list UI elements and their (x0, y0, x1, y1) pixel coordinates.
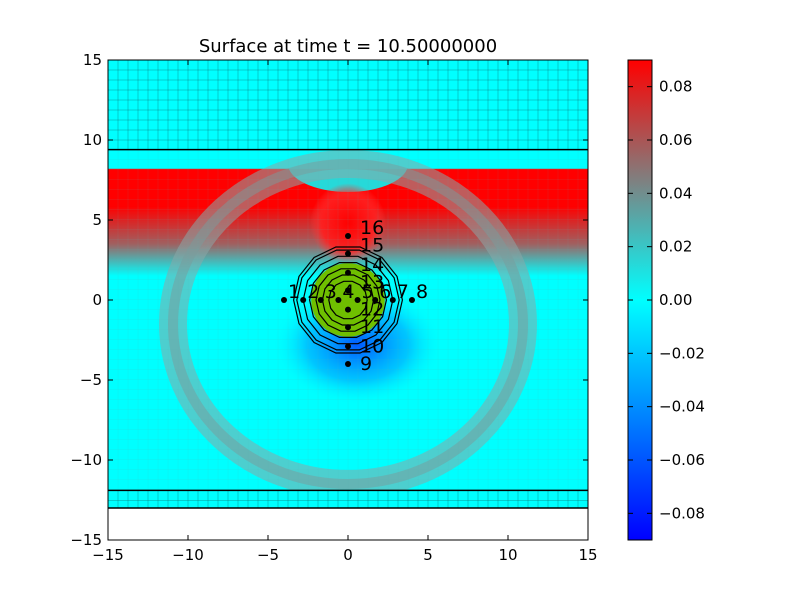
gauge-point (345, 287, 351, 294)
gauge-point (345, 343, 351, 350)
gauge-point (345, 269, 351, 276)
colorbar-tick-label: 0.08 (659, 78, 692, 96)
x-tick-label: −5 (257, 546, 279, 564)
gauge-point (317, 297, 324, 303)
gauge-label: 7 (397, 281, 409, 303)
contour-line (315, 268, 381, 332)
y-tick-label: 0 (92, 291, 102, 309)
gauge-point (389, 297, 396, 303)
gauge-label: 3 (325, 281, 337, 303)
colorbar-tick-label: 0.04 (659, 184, 692, 202)
empty-region (108, 508, 588, 540)
y-tick-label: −15 (70, 531, 102, 549)
gauge-point (345, 250, 351, 257)
gauge-label: 14 (360, 254, 384, 276)
contour-line (328, 280, 368, 320)
chart-title: Surface at time t = 10.50000000 (199, 36, 497, 57)
y-tick-label: 10 (83, 131, 102, 149)
contour-line (292, 246, 404, 354)
gauge-label: 1 (288, 281, 300, 303)
gauge-label: 11 (360, 316, 384, 338)
gauge-point (345, 361, 351, 367)
contour-line (308, 262, 388, 338)
colorbar-tick-label: 0.02 (659, 238, 692, 256)
gauge-label: 6 (379, 281, 391, 303)
contour-line (296, 249, 400, 351)
gauge-point (345, 233, 351, 239)
x-tick-label: 15 (578, 546, 597, 564)
gauge-point (335, 297, 342, 303)
contour-fill (311, 263, 385, 337)
gauge-label: 5 (362, 281, 374, 303)
gauge-label: 16 (360, 217, 384, 239)
x-tick-label: 10 (498, 546, 517, 564)
gauge-label: 10 (360, 335, 384, 357)
colorbar-tick-label: 0.06 (659, 131, 692, 149)
colorbar-tick-label: −0.02 (659, 344, 705, 362)
y-tick-label: −5 (80, 371, 102, 389)
x-tick-label: −15 (92, 546, 124, 564)
y-tick-label: 5 (92, 211, 102, 229)
red-crest-blob (310, 183, 386, 264)
x-tick-label: −10 (172, 546, 204, 564)
y-tick-label: −10 (70, 451, 102, 469)
colorbar-tick-label: −0.06 (659, 451, 705, 469)
colorbar-tick-label: −0.08 (659, 504, 705, 522)
gauge-point (345, 306, 351, 313)
gauge-label: 9 (360, 353, 372, 375)
gauge-point (281, 297, 287, 303)
x-tick-label: 0 (343, 546, 353, 564)
gauge-label: 12 (360, 299, 384, 321)
gauge-point (300, 297, 307, 303)
gauge-label: 15 (360, 235, 384, 257)
gauge-label: 13 (360, 271, 384, 293)
gauge-point (345, 324, 351, 331)
colorbar-tick-label: −0.04 (659, 398, 705, 416)
gauge-label: 8 (416, 281, 428, 303)
gauge-point (372, 297, 379, 303)
gauge-point (409, 297, 415, 303)
x-tick-label: 5 (423, 546, 433, 564)
gauge-label: 2 (307, 281, 319, 303)
y-tick-label: 15 (83, 51, 102, 69)
colorbar-tick-label: 0.00 (659, 291, 692, 309)
wave-ring-core (168, 159, 528, 489)
gauge-point (354, 297, 361, 303)
